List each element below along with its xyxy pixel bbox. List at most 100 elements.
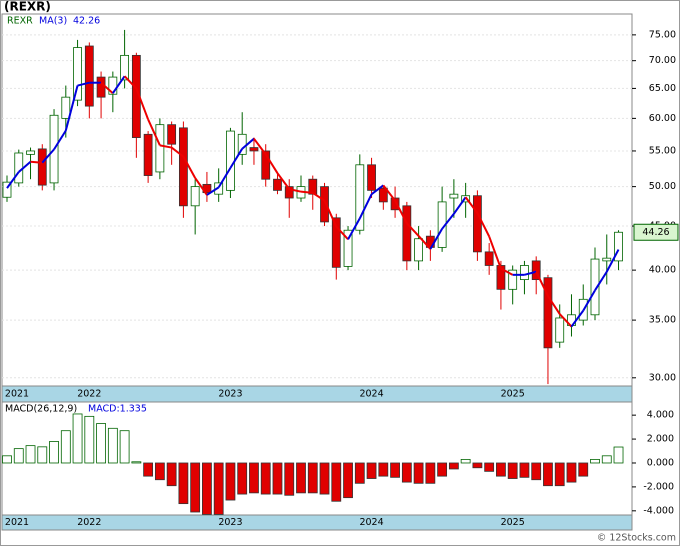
bar xyxy=(154,462,165,481)
ma-line xyxy=(229,148,244,169)
bar xyxy=(237,462,248,495)
ma-line xyxy=(500,267,514,276)
y-tick-label: 75.00 xyxy=(649,29,676,40)
bar xyxy=(131,461,142,464)
ma-line xyxy=(429,228,443,250)
bar xyxy=(178,462,189,505)
ma-line xyxy=(558,313,573,328)
candle-body xyxy=(602,257,612,262)
bar xyxy=(354,462,365,484)
ma-line xyxy=(594,271,608,291)
ma-line xyxy=(605,249,620,273)
ma-line xyxy=(358,193,373,219)
x-tick-label: 2025 xyxy=(501,517,525,528)
x-tick-label: 2025 xyxy=(501,389,525,400)
macd-panel xyxy=(1,401,633,516)
ma-line xyxy=(53,130,67,150)
footer: © 12Stocks.com xyxy=(597,533,676,544)
bar xyxy=(460,458,471,464)
x-tick-label: 2024 xyxy=(359,389,383,400)
candle-body xyxy=(508,269,518,290)
ma-line xyxy=(41,148,55,164)
bar xyxy=(307,462,318,494)
ma-line xyxy=(323,200,338,228)
candle-body xyxy=(96,76,106,98)
ma-line xyxy=(441,213,455,230)
candle-body xyxy=(484,251,494,266)
ma-line xyxy=(300,190,313,194)
candle-body xyxy=(308,178,318,195)
bar xyxy=(260,462,271,495)
bar xyxy=(202,462,212,515)
candle-body xyxy=(390,197,400,211)
candle-body xyxy=(367,164,376,191)
ma-line xyxy=(347,217,361,240)
ma-line xyxy=(535,271,549,297)
ma-line xyxy=(100,81,114,94)
bar xyxy=(319,462,330,495)
bar xyxy=(378,462,389,477)
candle-body xyxy=(378,187,388,203)
ma-line xyxy=(147,119,161,146)
candle-body xyxy=(414,238,424,262)
bar xyxy=(578,462,589,477)
bar xyxy=(519,462,530,478)
candle-body xyxy=(496,265,506,290)
candle-body xyxy=(26,150,35,155)
ma-line xyxy=(476,212,491,237)
x-tick-label: 2021 xyxy=(5,389,29,400)
bar xyxy=(390,462,400,478)
candle-body xyxy=(61,96,71,119)
candle-body xyxy=(249,147,259,152)
ma-line xyxy=(406,222,420,237)
bar xyxy=(107,427,118,464)
candle-body xyxy=(402,205,412,262)
candle-body xyxy=(2,181,12,198)
y-tick-label: 70.00 xyxy=(649,55,676,66)
y-tick-label: -4.000 xyxy=(643,505,674,516)
ma-line xyxy=(171,146,185,158)
ma-line xyxy=(123,75,138,90)
y-tick-label: 60.00 xyxy=(649,113,676,124)
legend-value: 42.26 xyxy=(73,16,100,27)
legend-label: MA(3) xyxy=(39,16,67,27)
x-axis-band xyxy=(1,514,633,531)
candle-body xyxy=(178,127,188,207)
last-price-tag xyxy=(633,223,679,241)
candle-body xyxy=(449,193,459,199)
bar xyxy=(496,462,506,477)
bar xyxy=(554,462,565,487)
candle-body xyxy=(614,231,623,262)
ma-line xyxy=(182,156,197,179)
ma-line xyxy=(417,235,432,250)
bar xyxy=(60,430,71,464)
ma-line xyxy=(241,137,255,150)
x-tick-label: 2021 xyxy=(5,517,29,528)
ma-line xyxy=(194,177,208,196)
candle-body xyxy=(14,152,24,184)
candle-body xyxy=(84,45,94,107)
candle-body xyxy=(555,317,565,343)
y-tick-label: 4.000 xyxy=(647,410,674,421)
y-tick-label: 30.00 xyxy=(649,372,676,383)
ma-line xyxy=(206,186,220,196)
bar xyxy=(25,445,36,464)
candle-body xyxy=(284,186,294,199)
candle-body xyxy=(520,265,529,281)
bar xyxy=(437,462,448,477)
candle-body xyxy=(237,133,247,155)
candle-body xyxy=(190,186,200,207)
bar xyxy=(366,462,377,479)
bar xyxy=(543,462,553,487)
ma-line xyxy=(312,192,326,202)
bar xyxy=(296,462,306,494)
macd-title: MACD(26,12,9) xyxy=(5,404,77,415)
x-tick-label: 2022 xyxy=(77,517,101,528)
candle-body xyxy=(331,217,341,268)
candle-body xyxy=(155,124,165,173)
ma-line xyxy=(6,171,20,189)
last-price: 44.26 xyxy=(642,227,669,238)
ma-line xyxy=(30,160,43,164)
ma-line xyxy=(547,295,561,315)
candle-body xyxy=(320,186,329,223)
